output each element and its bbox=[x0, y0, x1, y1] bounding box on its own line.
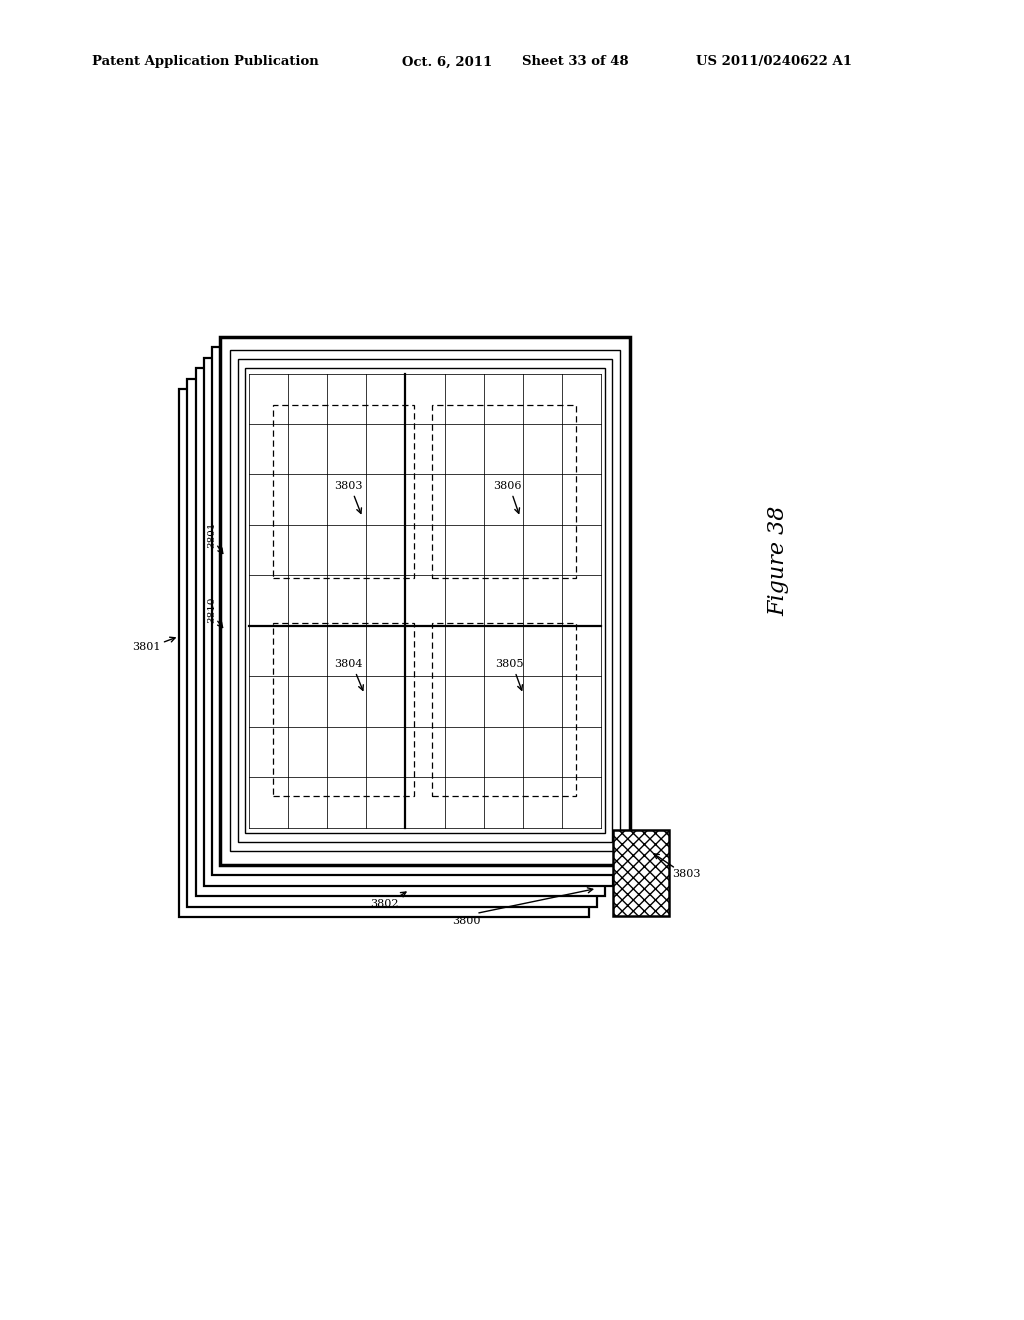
Bar bbox=[273, 405, 415, 578]
Bar bbox=[204, 358, 613, 886]
Text: 3801: 3801 bbox=[208, 521, 216, 548]
Text: 3803: 3803 bbox=[672, 869, 700, 879]
Text: 3801: 3801 bbox=[132, 642, 161, 652]
Bar bbox=[273, 623, 415, 796]
Text: Patent Application Publication: Patent Application Publication bbox=[92, 55, 318, 69]
Text: Sheet 33 of 48: Sheet 33 of 48 bbox=[522, 55, 629, 69]
Bar bbox=[179, 389, 589, 917]
Text: Figure 38: Figure 38 bbox=[767, 506, 790, 616]
Text: 3802: 3802 bbox=[370, 899, 398, 909]
Bar bbox=[212, 347, 622, 875]
Text: 3800: 3800 bbox=[452, 916, 480, 927]
Bar bbox=[187, 379, 597, 907]
Bar bbox=[196, 368, 605, 896]
Bar bbox=[230, 350, 620, 851]
Bar bbox=[220, 337, 630, 865]
Bar bbox=[238, 359, 612, 842]
Text: US 2011/0240622 A1: US 2011/0240622 A1 bbox=[696, 55, 852, 69]
Text: Oct. 6, 2011: Oct. 6, 2011 bbox=[402, 55, 493, 69]
Bar bbox=[432, 623, 577, 796]
Bar bbox=[432, 405, 577, 578]
Text: 3806: 3806 bbox=[493, 480, 521, 491]
Text: 3810: 3810 bbox=[208, 597, 216, 623]
Text: 3803: 3803 bbox=[334, 480, 362, 491]
Bar bbox=[612, 830, 670, 916]
Text: 3805: 3805 bbox=[495, 659, 523, 669]
Text: 3804: 3804 bbox=[334, 659, 362, 669]
Bar bbox=[245, 368, 605, 833]
